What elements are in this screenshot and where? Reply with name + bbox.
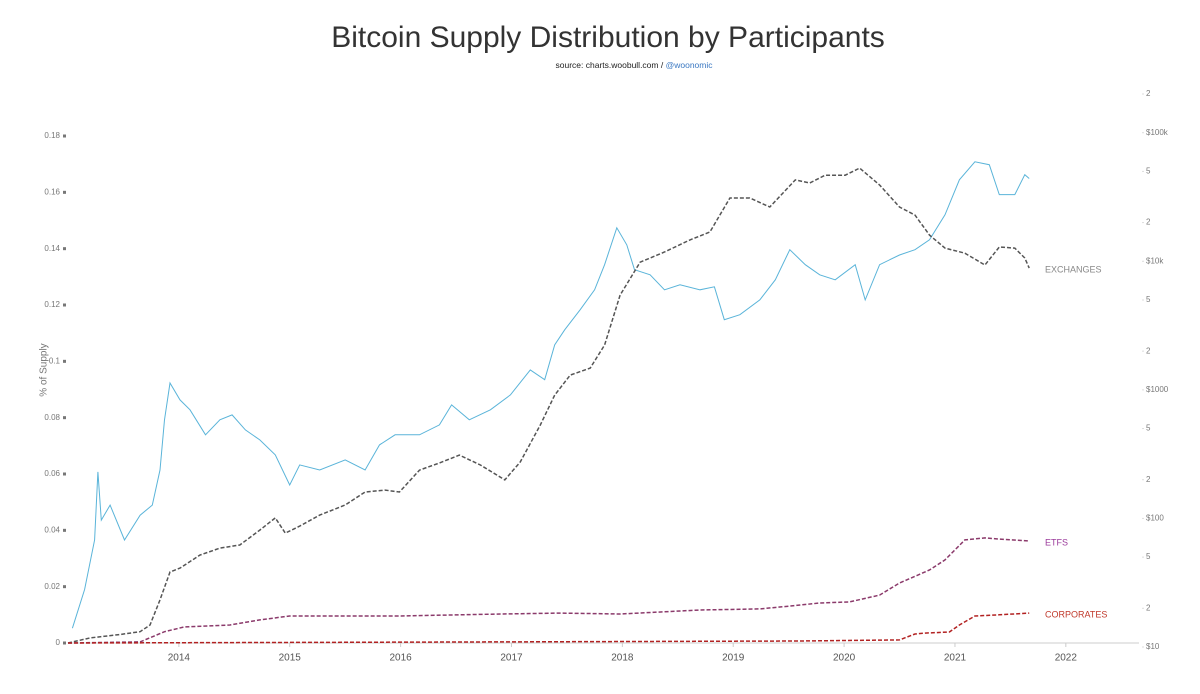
x-tick-label: 2017 (500, 653, 523, 664)
series-line (67, 167, 1030, 644)
y-tick-label: 0.02 (44, 582, 60, 591)
y-tick-mark (63, 585, 66, 589)
chart-subtitle: source: charts.woobull.com / @woonomic (556, 60, 714, 70)
series-label: EXCHANGES (1045, 264, 1102, 274)
y2-tick-label: 5 (1146, 295, 1151, 304)
y-tick-label: 0.06 (44, 469, 60, 478)
y-tick-label: 0.14 (44, 244, 60, 253)
x-tick-label: 2020 (833, 653, 856, 664)
x-tick-label: 2022 (1055, 653, 1078, 664)
y-tick-mark (63, 472, 66, 476)
y2-tick-label: 5 (1146, 424, 1151, 433)
y2-tick-label: $100k (1146, 128, 1169, 137)
y-tick-mark (63, 359, 66, 363)
y2-tick-label: $10 (1146, 642, 1160, 651)
series-label: ETFS (1045, 537, 1068, 547)
y-tick-label: 0.16 (44, 187, 60, 196)
x-tick-label: 2019 (722, 653, 745, 664)
y2-tick-label: $1000 (1146, 385, 1169, 394)
series-label: CORPORATES (1045, 610, 1107, 620)
y2-tick-label: $100 (1146, 514, 1164, 523)
series-line (67, 612, 1030, 644)
source: source: charts.woobull.com / (556, 60, 664, 70)
y-tick-mark (63, 303, 66, 307)
y-tick-mark (63, 416, 66, 420)
x-tick-label: 2016 (389, 653, 412, 664)
y-tick-mark (63, 641, 66, 645)
y-tick-label: 0 (56, 638, 61, 647)
chart-title: Bitcoin Supply Distribution by Participa… (331, 21, 885, 54)
y-axis-label: % of Supply (39, 343, 50, 396)
y-tick-mark (63, 190, 66, 194)
y2-tick-label: 2 (1146, 475, 1151, 484)
y2-tick-label: 2 (1146, 218, 1151, 227)
series-line (67, 537, 1030, 644)
series-line (71, 161, 1030, 629)
y-tick-label: 0.04 (44, 525, 60, 534)
y-tick-label: 0.08 (44, 413, 60, 422)
y2-tick-label: 2 (1146, 89, 1151, 98)
y-tick-label: 0.12 (44, 300, 60, 309)
y-tick-mark (63, 528, 66, 532)
y2-tick-label: $10k (1146, 256, 1164, 265)
x-tick-label: 2015 (279, 653, 302, 664)
y2-tick-label: 5 (1146, 167, 1151, 176)
y2-tick-label: 5 (1146, 552, 1151, 561)
y-tick-label: 0.18 (44, 131, 60, 140)
handle: @woonomic (666, 60, 714, 70)
y-tick-mark (63, 134, 66, 138)
x-tick-label: 2014 (168, 653, 191, 664)
x-tick-label: 2021 (944, 653, 967, 664)
y-tick-mark (63, 247, 66, 251)
x-tick-label: 2018 (611, 653, 634, 664)
y-tick-label: 0.1 (49, 356, 61, 365)
y2-tick-label: 2 (1146, 346, 1151, 355)
y2-tick-label: 2 (1146, 603, 1151, 612)
